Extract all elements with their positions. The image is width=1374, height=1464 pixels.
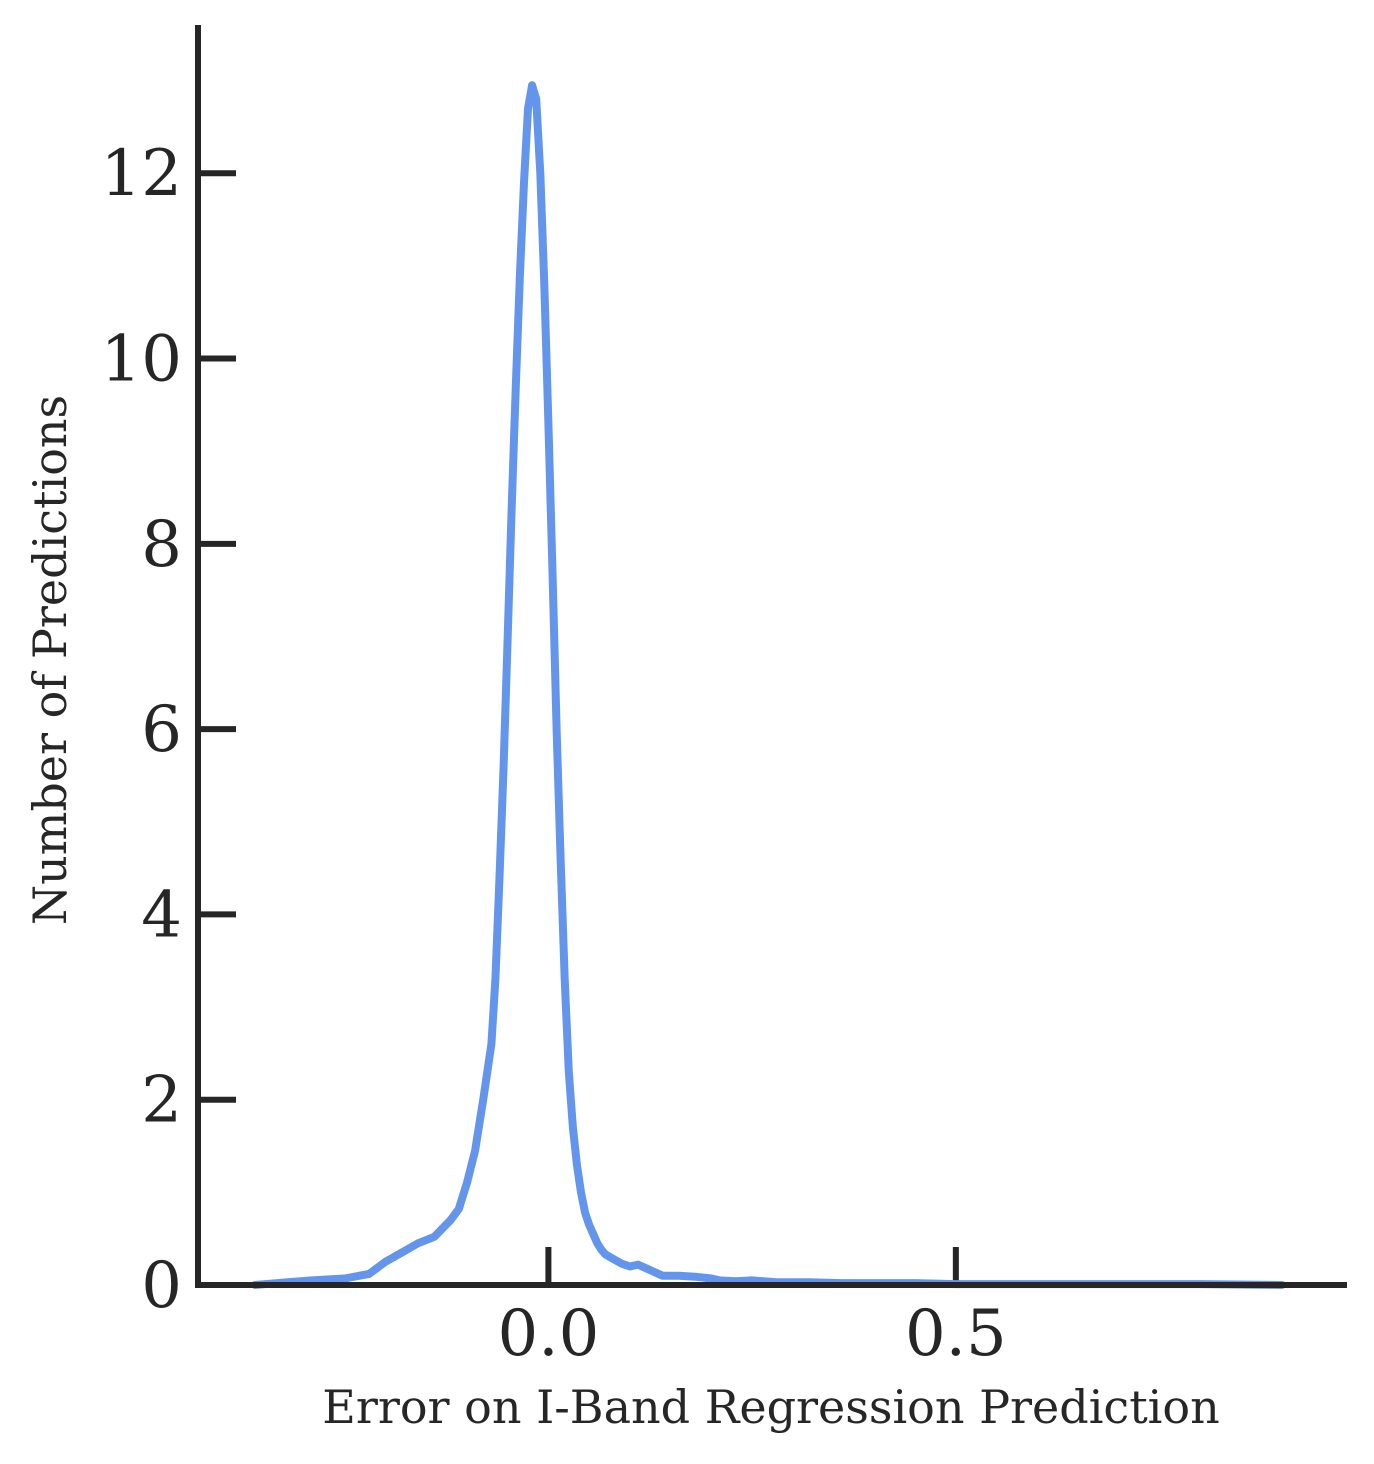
- x-tick-label: 0.5: [905, 1297, 1007, 1371]
- y-tick-label: 0: [141, 1249, 182, 1323]
- y-tick-label: 10: [101, 323, 182, 397]
- y-tick-label: 4: [141, 878, 182, 952]
- y-tick-label: 6: [141, 693, 182, 767]
- x-axis-ticks: 0.0 0.5: [498, 1247, 1007, 1371]
- y-tick-label: 8: [141, 508, 182, 582]
- y-tick-label: 12: [101, 137, 182, 211]
- y-axis-ticks: 0 2 4 6 8 10 12: [101, 137, 236, 1323]
- x-tick-label: 0.0: [498, 1297, 600, 1371]
- series-layer: [251, 81, 1286, 1289]
- series-line: [251, 81, 1286, 1289]
- x-axis-label: Error on I-Band Regression Prediction: [322, 1380, 1219, 1434]
- y-axis-label: Number of Predictions: [23, 395, 77, 925]
- y-tick-label: 2: [141, 1064, 182, 1138]
